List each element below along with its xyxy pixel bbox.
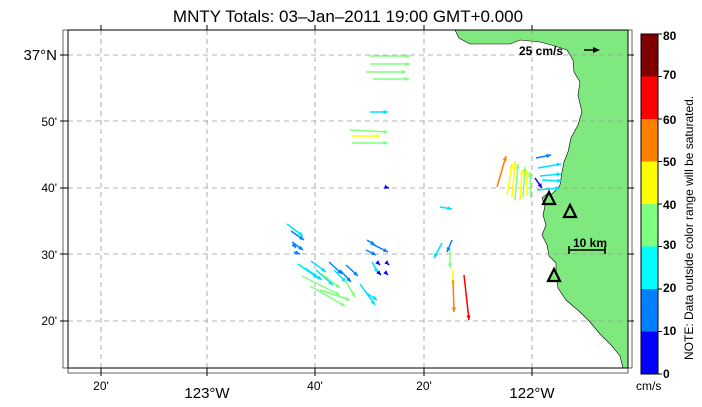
current-vector: [537, 162, 562, 169]
y-tick-label: 40': [41, 181, 57, 195]
current-vector: [375, 260, 381, 266]
colorbar: [640, 33, 662, 375]
current-vector: [524, 170, 530, 196]
current-vector: [439, 206, 453, 211]
colorbar-segment: [641, 34, 658, 77]
current-vector: [376, 270, 382, 276]
current-vector: [511, 160, 517, 198]
current-vector: [383, 270, 389, 276]
current-vector: [366, 69, 406, 75]
station-marker: [562, 202, 578, 219]
colorbar-tick: 70: [663, 68, 677, 82]
current-vector: [384, 260, 390, 266]
current-vector: [301, 275, 341, 296]
current-vector: [522, 166, 527, 198]
distance-scale: 10 km: [568, 236, 607, 254]
current-vector: [527, 171, 533, 199]
colorbar-segment: [641, 331, 658, 375]
current-vector: [519, 169, 524, 201]
current-vector: [384, 184, 390, 190]
x-tick-label: 40': [307, 379, 323, 393]
current-vector: [290, 230, 305, 241]
colorbar-tick: 80: [663, 29, 677, 43]
colorbar-tick: 0: [663, 367, 670, 381]
current-vector: [365, 249, 377, 256]
colorbar-tick: 60: [663, 113, 677, 127]
current-vector: [369, 53, 410, 59]
current-vector: [371, 243, 389, 253]
map-title: MNTY Totals: 03–Jan–2011 19:00 GMT+0.000: [173, 7, 523, 26]
current-vector: [539, 172, 562, 177]
current-vector: [328, 261, 343, 275]
velocity-scale-label: 25 cm/s: [519, 44, 563, 58]
distance-scale-label: 10 km: [573, 236, 607, 250]
y-tick-label: 50': [41, 115, 57, 129]
current-vector: [536, 186, 561, 191]
colorbar-segment: [641, 289, 658, 332]
colorbar-tick: 50: [663, 155, 677, 169]
x-tick-label: 123°W: [184, 385, 230, 402]
current-vector: [451, 279, 457, 313]
current-vector: [352, 133, 380, 139]
current-vector: [364, 291, 378, 301]
station-markers: [541, 189, 578, 283]
current-vector: [315, 269, 334, 286]
x-tick-label: 20': [93, 379, 109, 393]
colorbar-tick: 30: [663, 238, 677, 252]
current-vector: [293, 250, 301, 255]
current-vector: [433, 242, 443, 259]
colorbar-segment: [641, 119, 658, 162]
current-vector: [370, 109, 388, 115]
graticule: [68, 30, 628, 368]
current-vector: [344, 279, 356, 298]
current-vector: [321, 273, 341, 289]
current-vector: [319, 289, 351, 301]
current-vector: [304, 267, 323, 281]
current-vector: [339, 269, 352, 283]
current-vector: [535, 153, 552, 159]
colorbar-tick: 40: [663, 198, 677, 212]
ocean: [68, 30, 628, 368]
current-vector: [370, 61, 410, 67]
current-vector: [373, 76, 409, 82]
current-vector: [447, 250, 453, 268]
station-marker: [541, 189, 557, 206]
velocity-scale: 25 cm/s: [519, 44, 600, 58]
current-vector: [496, 155, 507, 188]
x-tick-label: 122°W: [509, 385, 555, 402]
colorbar-segment: [641, 246, 658, 290]
current-vector: [286, 223, 304, 237]
current-vector: [534, 177, 543, 189]
current-vector: [310, 260, 327, 273]
current-vectors: [286, 53, 563, 321]
current-vector: [506, 163, 514, 196]
colorbar-segment: [641, 204, 658, 247]
x-tick-label: 20': [416, 379, 432, 393]
y-tick-label: 20': [41, 314, 57, 328]
current-vector: [349, 129, 389, 134]
colorbar-note: NOTE: Data outside color range will be s…: [682, 96, 696, 360]
current-vector: [446, 239, 453, 253]
colorbar-unit: cm/s: [636, 379, 661, 393]
y-tick-label: 37°N: [23, 47, 57, 64]
current-vector: [309, 285, 346, 307]
current-vector: [541, 178, 563, 183]
current-vector: [514, 163, 520, 201]
y-tick-label: 30': [41, 248, 57, 262]
coastline-land: [454, 30, 628, 368]
colorbar-tick: 10: [663, 324, 677, 338]
current-vector: [463, 274, 471, 321]
current-vector: [371, 261, 379, 274]
colorbar-segment: [641, 76, 658, 120]
colorbar-segment: [641, 161, 658, 205]
colorbar-tick: 20: [663, 281, 677, 295]
current-vector: [352, 140, 388, 146]
current-vector: [291, 241, 304, 251]
station-marker: [546, 266, 562, 283]
current-vector: [345, 264, 359, 277]
